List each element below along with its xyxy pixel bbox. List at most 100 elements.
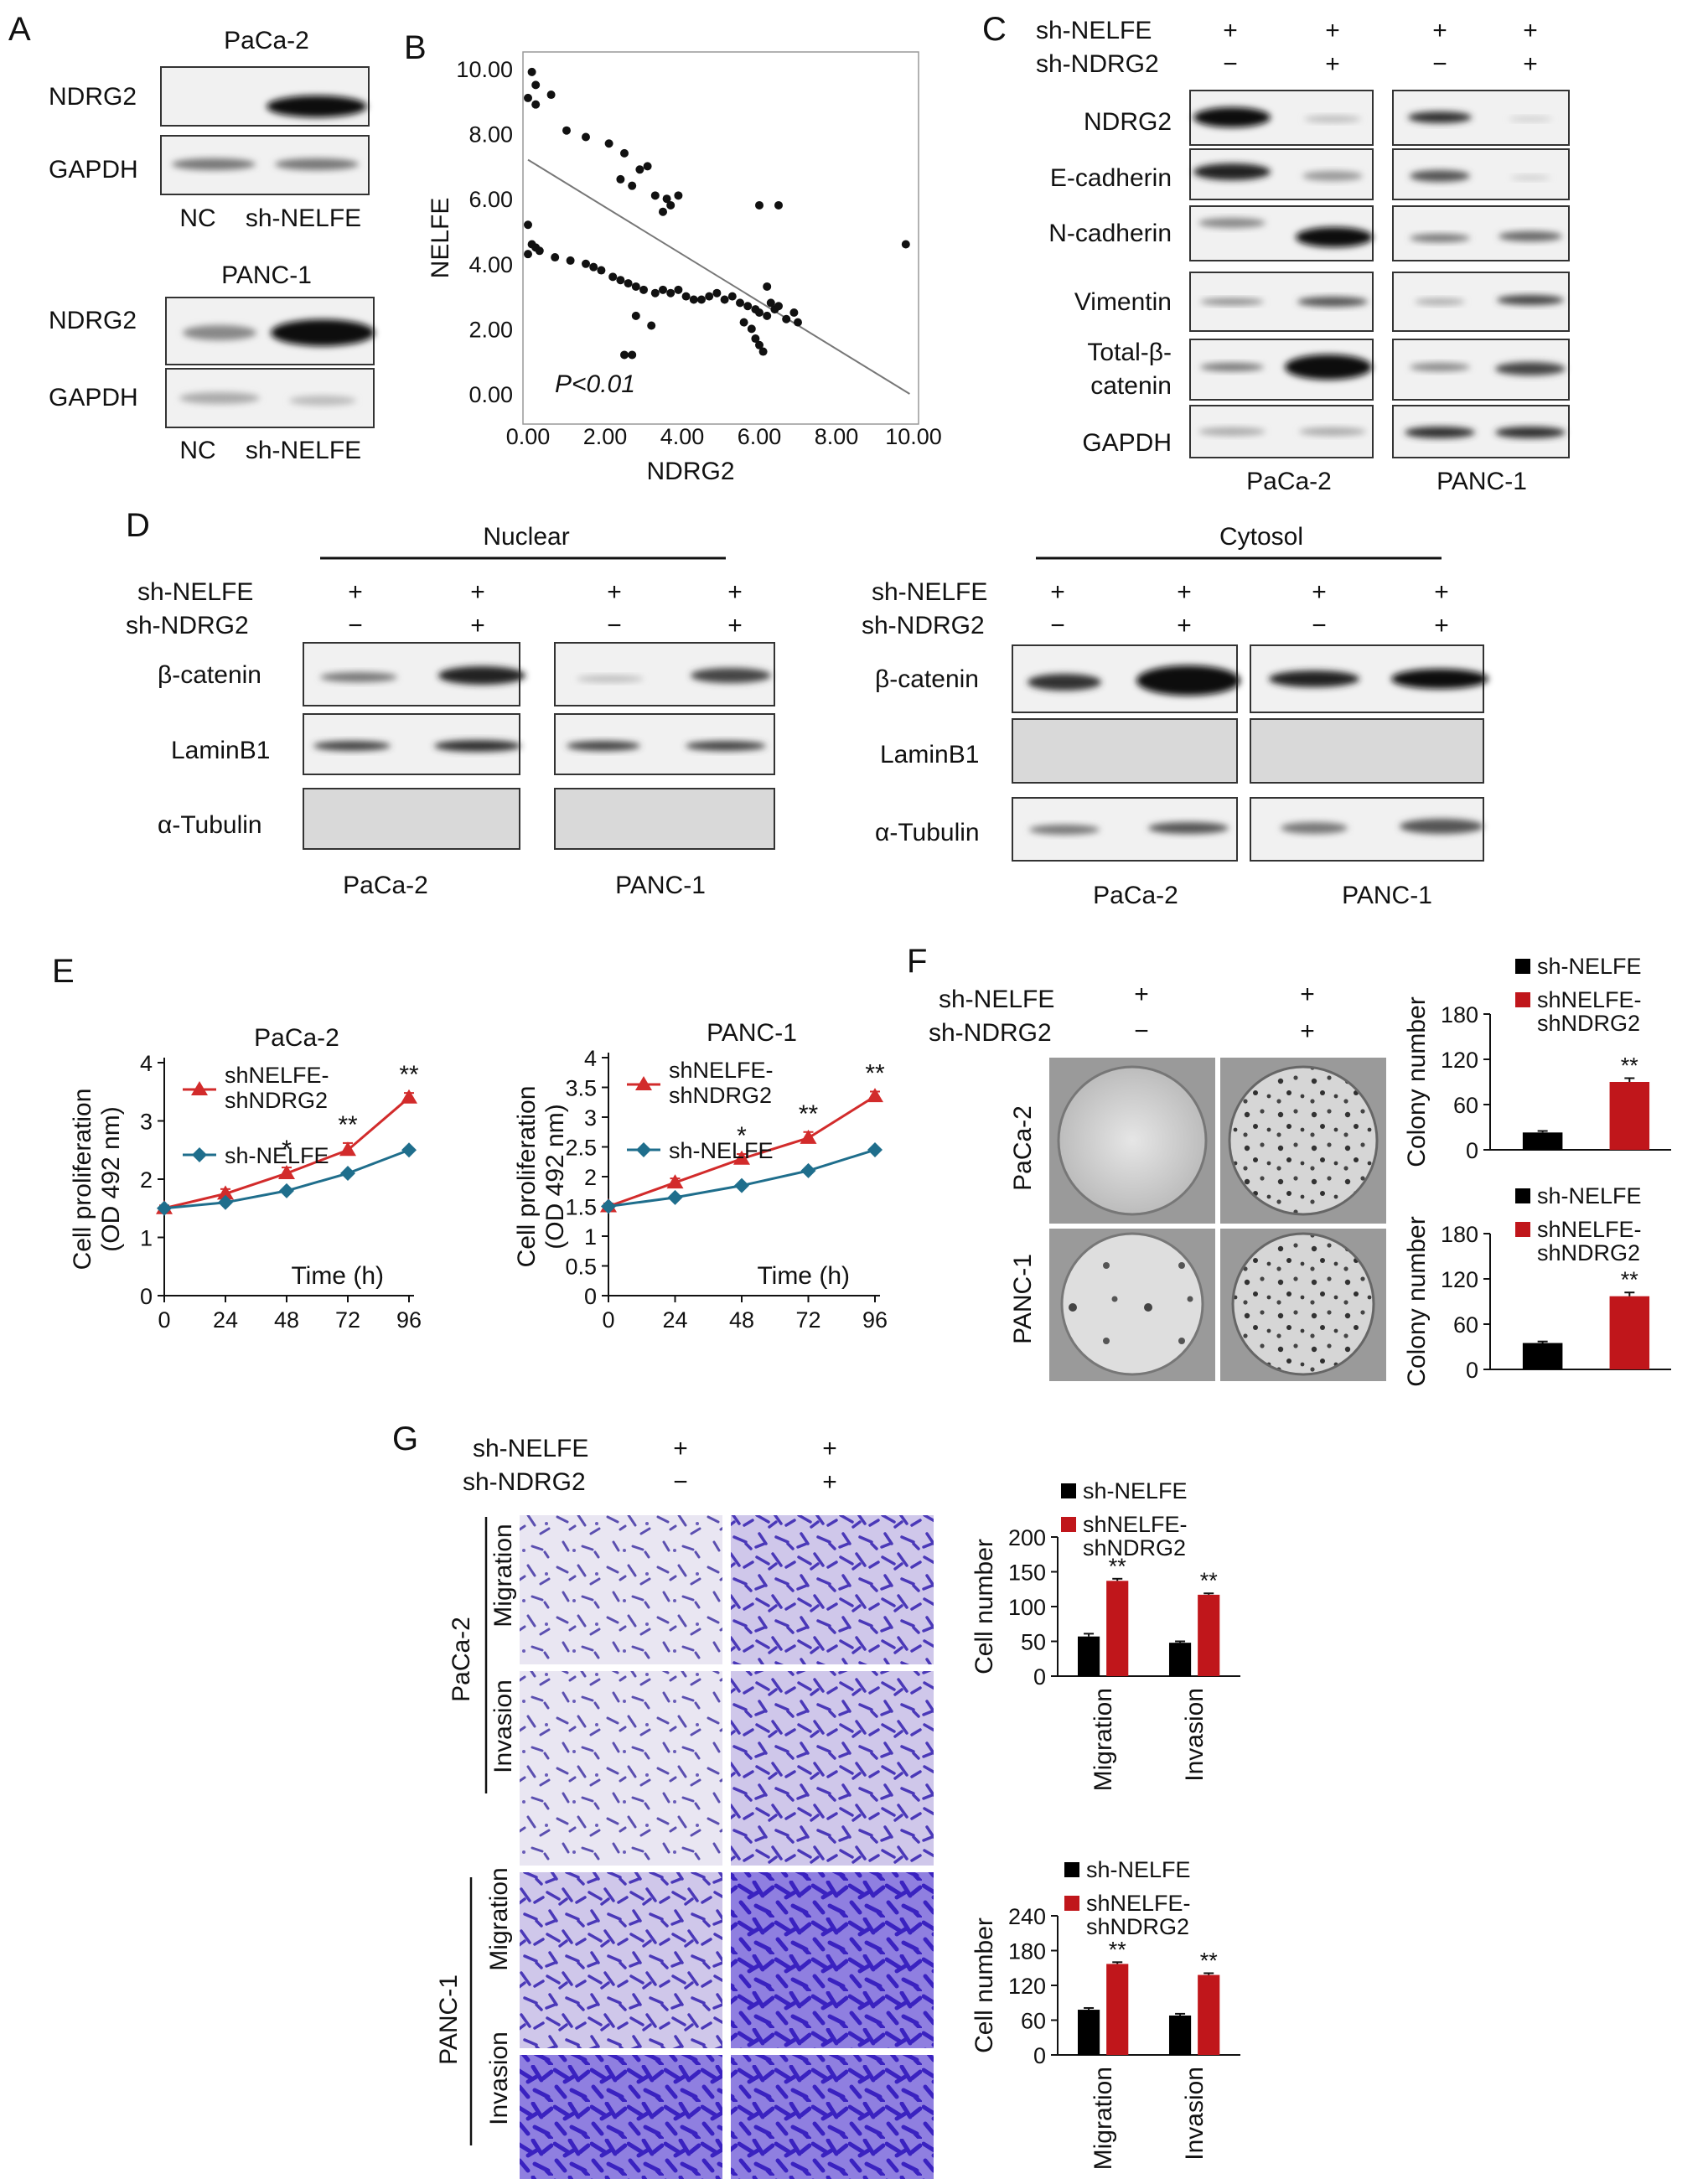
- micrograph-panc1-invasion-knockdown: [731, 2055, 934, 2179]
- y-tick-label: 0: [1466, 1358, 1478, 1383]
- y-tick-label: 0.5: [565, 1255, 597, 1280]
- sign: −: [1134, 1017, 1149, 1045]
- scatter-point: [643, 162, 652, 171]
- scatter-frame: [522, 51, 919, 425]
- row-total-beta: Total-β-: [1087, 339, 1172, 366]
- cell-line-paca2: PaCa-2: [1093, 882, 1178, 909]
- significance-marker: **: [1200, 1948, 1219, 1973]
- bar: [1609, 1082, 1650, 1150]
- sign: +: [1434, 612, 1449, 639]
- band: [567, 741, 640, 751]
- sign: +: [1432, 17, 1447, 44]
- scatter-point: [674, 191, 683, 200]
- data-point-diamond: [340, 1166, 355, 1182]
- data-point-diamond: [401, 1142, 417, 1158]
- scatter-point: [616, 174, 625, 184]
- y-tick-label: 0: [1466, 1138, 1478, 1163]
- scatter-xtick-label: 6.00: [738, 424, 782, 449]
- y-tick-label: 3: [584, 1105, 597, 1131]
- bar: [1522, 1132, 1563, 1150]
- legend-swatch: [1515, 992, 1530, 1007]
- scatter-point: [524, 93, 532, 102]
- legend-swatch: [1061, 1517, 1076, 1532]
- data-point-diamond: [279, 1183, 294, 1198]
- sign: +: [1523, 17, 1538, 44]
- y-tick-label: 1: [584, 1224, 597, 1250]
- y-tick-label: 180: [1441, 1002, 1478, 1027]
- scatter-xlabel: NDRG2: [646, 458, 734, 485]
- band: [183, 325, 256, 340]
- panel-e-paca2-line-chart: PaCa-2 0 1 2 3 4 0 24 48 72 96 Time (h) Cell prolife…: [69, 1024, 422, 1333]
- y-axis-title-line: (OD 492 nm): [541, 1104, 569, 1249]
- x-category-label: Migration: [1090, 2067, 1117, 2170]
- y-tick-label: 100: [1008, 1595, 1046, 1620]
- scatter-point: [901, 240, 910, 249]
- row-n-cadherin: N-cadherin: [1048, 220, 1172, 247]
- fraction-cytosol: Cytosol: [1219, 523, 1303, 551]
- cond-label-sh-ndrg2: sh-NDRG2: [862, 612, 985, 639]
- panel-b-scatter: B NELFE NDRG2 P<0.01 0.00 2.00 4.00 6.00 8.0…: [404, 29, 942, 485]
- blot-d-nuc-paca2-tub: [303, 788, 520, 850]
- micrograph-paca2-migration-control: [520, 1515, 722, 1664]
- x-axis-title: Time (h): [757, 1262, 850, 1290]
- band: [1499, 231, 1562, 241]
- cell-line-panc1: PANC-1: [615, 872, 706, 899]
- blot-d-cyt-panc1-lamin: [1250, 718, 1484, 784]
- bar: [1077, 1636, 1100, 1676]
- data-point-triangle: [867, 1088, 883, 1103]
- y-tick-label: 0: [140, 1284, 153, 1309]
- row-laminb1: LaminB1: [171, 737, 270, 764]
- band: [1148, 822, 1229, 834]
- micrograph-panc1-migration-control: [520, 1872, 722, 2048]
- data-point-triangle: [666, 1174, 684, 1189]
- sign: +: [1300, 981, 1315, 1008]
- scatter-point: [789, 308, 799, 317]
- panel-d: D Nuclear Cytosol sh-NELFE sh-NDRG2 + + …: [126, 507, 1488, 909]
- band: [1405, 427, 1475, 438]
- data-point-triangle: [217, 1185, 234, 1200]
- row-vimentin: Vimentin: [1074, 288, 1172, 316]
- bar: [1168, 1643, 1192, 1676]
- assay-invasion: Invasion: [485, 2031, 513, 2125]
- significance-marker: **: [1621, 1053, 1639, 1079]
- scatter-point: [712, 288, 722, 298]
- scatter-point: [739, 318, 748, 327]
- band: [686, 741, 766, 751]
- scatter-ytick-label: 0.00: [468, 382, 513, 407]
- scatter-point: [705, 292, 714, 301]
- significance-marker: *: [737, 1122, 747, 1150]
- data-point-triangle: [800, 1129, 817, 1144]
- y-tick-label: 3.5: [565, 1076, 597, 1101]
- legend-label: shNELFE-: [1537, 987, 1642, 1012]
- significance-marker: **: [1109, 1554, 1127, 1579]
- panel-letter-b: B: [404, 29, 427, 66]
- y-tick-label: 120: [1441, 1048, 1478, 1073]
- scatter-point: [589, 262, 598, 272]
- regression-line: [527, 158, 910, 395]
- band: [1304, 116, 1361, 122]
- band: [1495, 362, 1566, 375]
- scatter-point: [635, 165, 644, 174]
- sign: −: [1223, 50, 1238, 78]
- sign: +: [1177, 612, 1192, 639]
- scatter-point: [631, 311, 640, 320]
- micrograph-panc1-migration-knockdown: [731, 1872, 934, 2048]
- bar: [1106, 1964, 1129, 2055]
- chart-title: PANC-1: [707, 1019, 797, 1047]
- band: [1400, 819, 1483, 834]
- x-tick-label: 96: [862, 1307, 888, 1333]
- cell-line-panc1: PANC-1: [435, 1974, 463, 2065]
- assay-invasion: Invasion: [489, 1679, 517, 1773]
- panel-f: F sh-NELFE sh-NDRG2 + + − + PaCa-2 PANC-…: [907, 943, 1386, 1381]
- band: [1193, 163, 1271, 180]
- legend-swatch: [1064, 1862, 1079, 1877]
- colony-plate-paca2-control: [1057, 1065, 1208, 1216]
- data-point-triangle: [401, 1089, 417, 1104]
- scatter-point: [616, 276, 625, 285]
- micrograph-panc1-invasion-control: [520, 2055, 722, 2179]
- band: [438, 666, 525, 685]
- sign: +: [607, 578, 622, 606]
- row-ndrg2: NDRG2: [1084, 108, 1172, 136]
- y-tick-label: 150: [1008, 1560, 1046, 1586]
- bar: [1198, 1594, 1220, 1676]
